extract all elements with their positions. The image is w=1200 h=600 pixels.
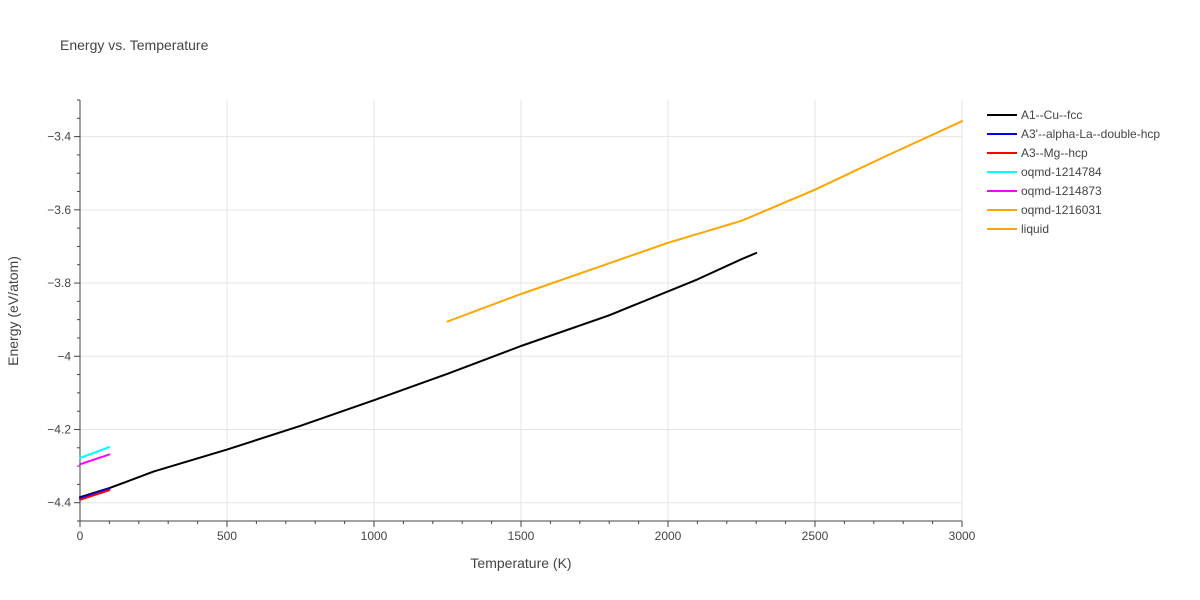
x-tick-label: 3000 [949,529,976,543]
x-axis-title: Temperature (K) [470,555,571,571]
series-lines [79,120,963,501]
legend-item-a3-alpha-la-double-hcp[interactable]: A3'--alpha-La--double-hcp [987,127,1160,141]
series-line-liquid [446,120,963,323]
chart-title: Energy vs. Temperature [60,37,209,53]
x-tick-label: 0 [77,529,84,543]
y-tick-label: −4.2 [47,422,71,436]
series-line-oqmd-1214873 [79,453,111,466]
y-axis-title: Energy (eV/atom) [5,256,21,366]
legend-item-oqmd-1214784[interactable]: oqmd-1214784 [987,165,1102,179]
series-line-a3-mg-hcp [79,489,111,501]
y-tick-label: −4.4 [47,496,71,510]
legend-item-oqmd-1216031[interactable]: oqmd-1216031 [987,203,1102,217]
x-tick-label: 2000 [655,529,682,543]
legend-label: oqmd-1216031 [1021,203,1102,217]
y-tick-label: −3.4 [47,130,71,144]
legend-label: liquid [1021,222,1049,236]
legend-label: A3'--alpha-La--double-hcp [1021,127,1160,141]
x-tick-label: 500 [217,529,237,543]
series-line-oqmd-1214784 [79,446,111,459]
legend-label: A1--Cu--fcc [1021,108,1082,122]
grid-lines [80,100,963,521]
y-tick-label: −3.8 [47,276,71,290]
x-tick-label: 1500 [508,529,535,543]
axes: 0 500 1000 1500 2000 2500 3000 −4.4 −4.2 −4 −3.8 −3… [47,99,976,543]
legend-label: oqmd-1214784 [1021,165,1102,179]
y-tick-label: −4 [57,349,71,363]
y-tick-label: −3.6 [47,203,71,217]
series-line-a3-alpha-la-double-hcp [79,487,111,500]
x-tick-label: 2500 [802,529,829,543]
legend-item-a3-mg-hcp[interactable]: A3--Mg--hcp [987,146,1088,160]
x-tick-label: 1000 [361,529,388,543]
legend-item-liquid[interactable]: liquid [987,222,1049,236]
legend-item-a1-cu-fcc[interactable]: A1--Cu--fcc [987,108,1082,122]
legend-label: A3--Mg--hcp [1021,146,1088,160]
legend-item-oqmd-1214873[interactable]: oqmd-1214873 [987,184,1102,198]
legend-label: oqmd-1214873 [1021,184,1102,198]
legend: A1--Cu--fcc A3'--alpha-La--double-hcp A3--… [987,108,1160,236]
series-line-a1-cu-fcc [79,252,758,499]
